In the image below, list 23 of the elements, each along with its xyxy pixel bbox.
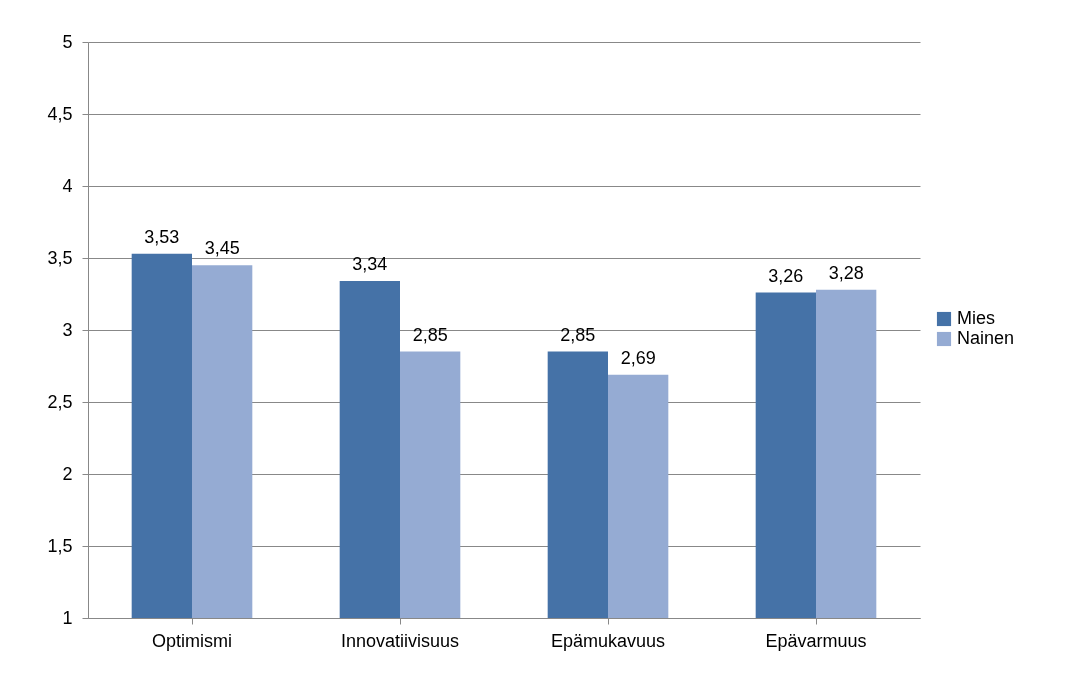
data-label: 3,34 [352, 254, 388, 275]
x-tick-label: Epämukavuus [550, 630, 666, 651]
y-tick-label: 2 [62, 463, 73, 484]
data-label: 3,45 [204, 238, 240, 259]
y-tick-label: 3 [62, 319, 73, 340]
data-label: 2,85 [560, 324, 596, 345]
x-tick-label: Innovatiivisuus [340, 630, 460, 651]
legend-label: Mies [957, 308, 996, 328]
data-label: 3,28 [828, 262, 864, 283]
data-label: 3,53 [144, 226, 180, 247]
y-tick-label: 3,5 [47, 247, 73, 268]
data-label: 2,69 [620, 347, 656, 368]
y-tick-label: 2,5 [47, 391, 73, 412]
y-tick-label: 1,5 [47, 535, 73, 556]
y-tick-label: 4 [62, 175, 73, 196]
y-tick-label: 4,5 [47, 103, 73, 124]
x-tick-label: Optimismi [152, 630, 232, 651]
legend-label: Nainen [957, 328, 1015, 348]
data-label: 3,26 [768, 265, 804, 286]
y-tick-label: 5 [62, 31, 73, 52]
x-tick-label: Epävarmuus [765, 630, 867, 651]
y-tick-label: 1 [62, 607, 73, 628]
data-label: 2,85 [412, 324, 448, 345]
